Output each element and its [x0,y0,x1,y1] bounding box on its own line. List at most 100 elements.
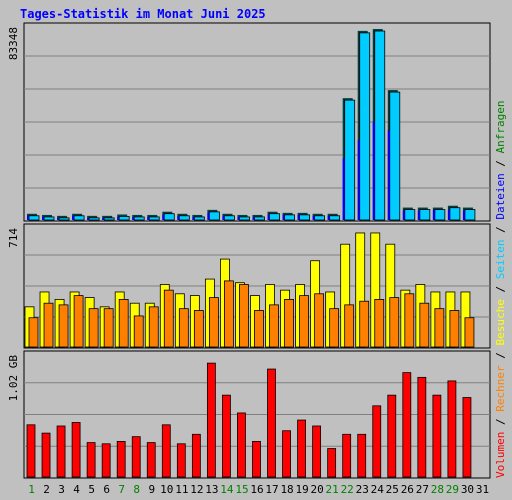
bar-anfragen [419,209,431,221]
x-tick-label: 25 [386,483,399,496]
y-axis-max-label: 714 [7,228,20,248]
x-tick-label: 2 [43,483,50,496]
bar-dateien [207,212,210,220]
bar-anfragen [88,217,100,221]
bar-anfragen [284,214,295,221]
bar-volumen [357,433,367,478]
bar-rechner [58,304,69,348]
bar-rechner [329,308,340,348]
y-axis-max-label: 1.02 GB [7,355,20,402]
bar-rechner [133,315,144,348]
x-tick-label: 7 [118,483,125,496]
bar-anfragen [374,30,386,221]
bar-dateien [432,209,435,220]
bar-rechner [103,308,114,348]
x-tick-label: 6 [103,483,110,496]
bar-rechner [314,293,325,348]
bar-rechner [208,297,219,348]
bar-dateien [252,217,255,220]
bar-rechner [389,297,400,348]
x-tick-label: 23 [356,483,369,496]
bar-rechner [73,295,84,348]
panel-top: 83348 [7,22,491,222]
legend-item-volumen: Volumen [494,432,507,478]
bar-anfragen [224,215,235,221]
bar-rechner [299,295,309,348]
bar-volumen [342,433,352,478]
bar-dateien [327,215,330,220]
bar-anfragen [193,216,205,221]
bar-volumen [282,430,291,478]
bar-dateien [462,210,465,220]
bar-dateien [402,210,405,220]
bar-anfragen [103,217,115,221]
bar-rechner [419,302,430,348]
bar-rechner [374,299,385,348]
bar-rechner [193,310,204,348]
bar-dateien [267,214,270,220]
bar-anfragen [329,215,341,221]
x-tick-label: 30 [461,483,474,496]
bar-volumen [206,362,216,478]
x-tick-label: 10 [160,483,173,496]
bar-dateien [87,217,90,220]
bar-dateien [297,214,300,220]
x-tick-label: 29 [446,483,459,496]
bar-anfragen [28,215,40,221]
x-tick-label: 3 [58,483,65,496]
x-tick-label: 21 [326,483,339,496]
legend-item-besuche: Besuche [494,299,507,345]
x-tick-label: 1 [28,483,35,496]
panel-middle: 714 [7,223,491,349]
bar-anfragen [344,99,356,221]
bar-volumen [402,372,412,478]
x-tick-label: 16 [250,483,263,496]
bar-rechner [344,304,355,348]
bar-volumen [146,442,156,478]
bar-dateien [27,215,29,220]
bar-volumen [222,394,231,478]
bar-dateien [447,209,450,220]
bar-volumen [327,448,337,478]
bar-anfragen [464,209,476,221]
bar-anfragen [208,211,220,221]
legend-item-anfragen: Anfragen [494,100,507,153]
legend-text: Volumen / Rechner / Besuche / Seiten / D… [494,100,507,478]
chart-panels: 83348 714 1.02 GB [7,22,491,479]
bar-volumen [387,394,397,478]
bar-anfragen [148,216,160,221]
bar-dateien [57,217,60,220]
bar-dateien [72,215,75,220]
bar-rechner [28,317,39,348]
bar-volumen [191,433,201,478]
legend-separator: / [494,153,507,173]
bar-anfragen [434,209,446,221]
bar-dateien [102,217,105,220]
bar-dateien [177,215,180,220]
x-tick-label: 27 [416,483,429,496]
x-tick-label: 22 [341,483,354,496]
x-tick-label: 18 [280,483,293,496]
legend: Volumen / Rechner / Besuche / Seiten / D… [494,100,507,478]
bar-volumen [131,436,141,478]
panel-bottom: 1.02 GB [7,350,491,479]
bar-dateien [162,214,165,220]
bar-dateien [372,121,375,220]
x-tick-label: 4 [73,483,80,496]
bar-rechner [269,304,279,348]
bar-rechner [239,284,249,348]
bar-dateien [417,210,420,220]
bar-anfragen [314,215,326,221]
bar-rechner [118,299,129,348]
chart-title: Tages-Statistik im Monat Juni 2025 [20,7,266,21]
legend-item-dateien: Dateien [494,173,507,219]
bar-anfragen [404,209,416,221]
bar-volumen [86,442,96,478]
bar-rechner [449,310,460,348]
bar-volumen [116,441,126,478]
bar-dateien [132,217,135,220]
bar-anfragen [239,216,250,221]
bar-volumen [417,376,427,478]
x-tick-label: 31 [476,483,489,496]
bar-rechner [434,308,445,348]
